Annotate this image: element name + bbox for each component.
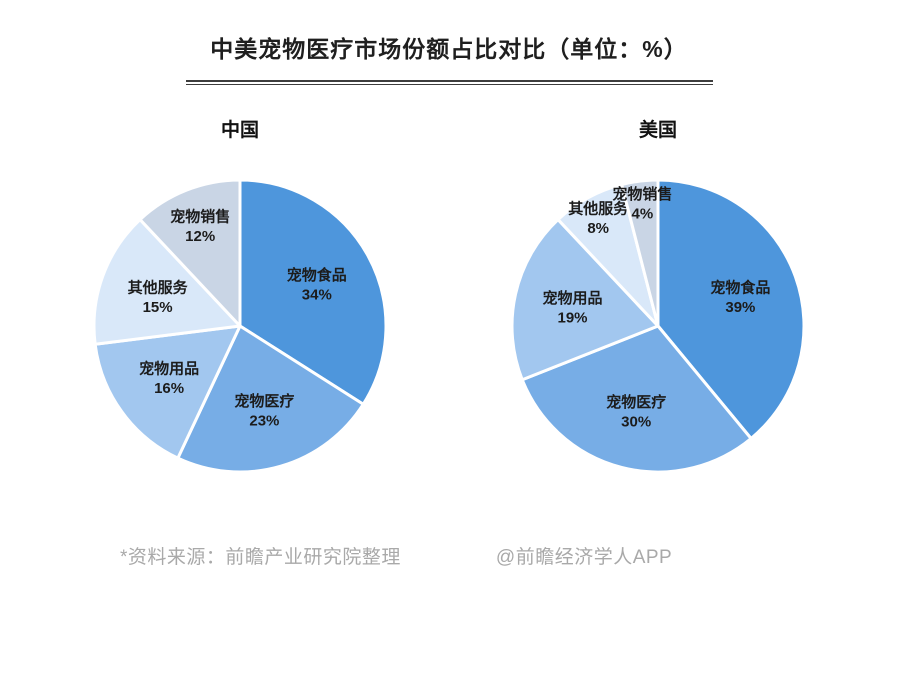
- pie-slice-label-0: 宠物食品 34%: [287, 266, 347, 304]
- title-underline: [185, 80, 713, 85]
- pie-chart-usa: 美国 宠物食品 39% 宠物医疗 30% 宠物用品 19% 其他服务 8% 宠物销售 4%: [486, 115, 830, 498]
- pie-slice-label-1: 宠物医疗 30%: [606, 393, 666, 431]
- pie-slice-label-2: 宠物用品 19%: [542, 289, 602, 327]
- chart-title-usa: 美国: [638, 120, 677, 141]
- pie-slice-4: [138, 178, 242, 328]
- pie-slice-label-3: 其他服务 8%: [568, 199, 629, 237]
- chart-title-china: 中国: [220, 120, 259, 141]
- pie-slice-label-0: 宠物食品 39%: [710, 278, 770, 316]
- pie-china: 宠物食品 34% 宠物医疗 23% 宠物用品 16% 其他服务 15% 宠物销售 12%: [92, 178, 388, 474]
- watermark: @前瞻经济学人APP: [495, 547, 673, 568]
- pie-slice-1: [520, 324, 753, 474]
- pie-chart-china: 中国 宠物食品 34% 宠物医疗 23% 宠物用品 16% 其他服务 15% 宠物销售 12%: [68, 115, 412, 498]
- pie-slice-label-2: 宠物用品 16%: [139, 360, 199, 398]
- pie-slice-label-4: 宠物销售 12%: [170, 208, 230, 246]
- pie-slice-label-4: 宠物销售 4%: [612, 185, 672, 223]
- pie-slice-3: [92, 218, 242, 346]
- pie-usa: 宠物食品 39% 宠物医疗 30% 宠物用品 19% 其他服务 8%宠物销售 4%: [510, 178, 806, 474]
- charts-row: 中国 宠物食品 34% 宠物医疗 23% 宠物用品 16% 其他服务 15% 宠物销售 12% 美…: [0, 115, 898, 498]
- pie-slice-label-3: 其他服务 15%: [128, 278, 189, 316]
- pie-slice-0: [656, 178, 806, 440]
- page-title: 中美宠物医疗市场份额占比对比（单位：%）: [210, 36, 688, 62]
- pie-slice-2: [510, 218, 660, 382]
- pie-slice-2: [93, 324, 242, 460]
- footer: *资料来源：前瞻产业研究院整理 @前瞻经济学人APP: [0, 542, 898, 569]
- pie-slice-label-1: 宠物医疗 23%: [234, 392, 294, 430]
- pie-slice-4: [620, 178, 660, 328]
- source-note: *资料来源：前瞻产业研究院整理: [120, 547, 401, 568]
